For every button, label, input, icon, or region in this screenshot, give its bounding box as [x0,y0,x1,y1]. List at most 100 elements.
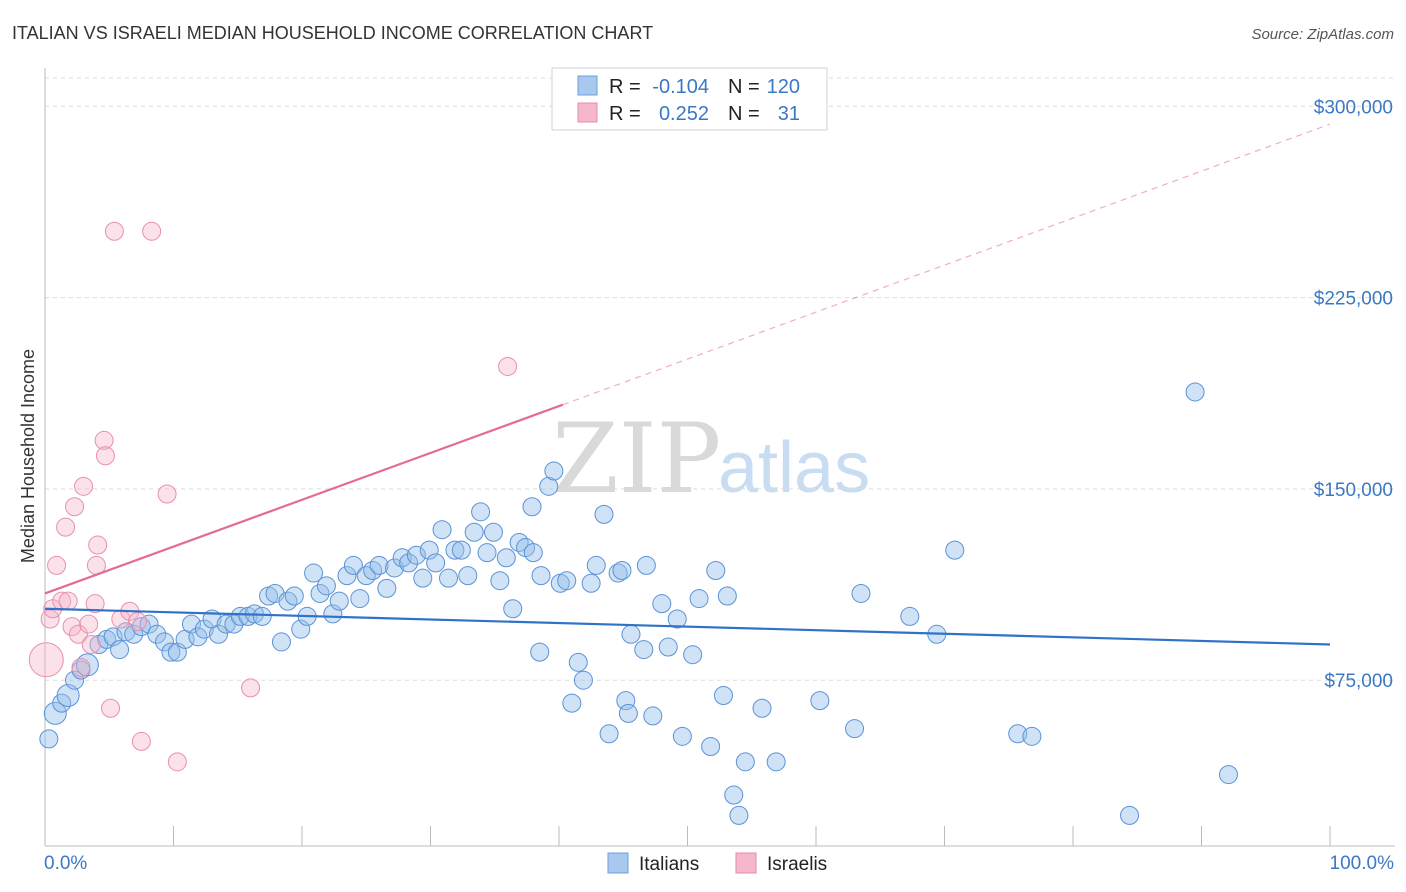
italians-trend-line [44,607,1331,646]
italian-point [39,729,59,749]
italian-point [147,624,167,644]
italian-point [406,545,426,565]
italian-point [689,589,709,609]
italian-point [1022,726,1042,746]
italian-point [385,558,405,578]
y-tick-label: $150,000 [1314,480,1393,501]
italian-point [194,619,214,639]
italian-point [477,543,497,563]
italian-point [667,609,687,629]
italian-point [188,627,208,647]
italian-point [350,589,370,609]
italian-point [557,571,577,591]
legend-r-label-italians: R = [609,76,641,98]
italian-point [616,691,636,711]
italian-point [419,540,439,560]
italian-point [181,614,201,634]
italian-point [337,566,357,586]
italian-point [531,566,551,586]
italian-point [323,604,343,624]
italian-point [945,540,965,560]
italian-point [845,719,865,739]
legend-r-value-italians: -0.104 [652,76,709,98]
israeli-point [28,642,64,678]
italian-point [310,583,330,603]
italian-point [523,543,543,563]
italian-point [445,540,465,560]
x-tick-label-min: 0.0% [44,853,87,874]
italian-point [304,563,324,583]
italian-point [377,578,397,598]
italian-point [56,684,80,708]
italian-point [573,670,593,690]
israelis-trend-extension [562,123,1331,406]
italian-point [1218,765,1238,785]
israeli-point [101,698,121,718]
italian-point [1185,382,1205,402]
israeli-point [85,594,105,614]
italian-point [252,606,272,626]
chart-title: ITALIAN VS ISRAELI MEDIAN HOUSEHOLD INCO… [12,23,653,43]
italian-point [562,693,582,713]
italian-point [131,617,151,637]
israeli-point [62,617,82,637]
italian-point [539,476,559,496]
italian-point [399,553,419,573]
israeli-point [74,476,94,496]
legend-n-label-italians: N = [728,76,760,98]
israeli-point [79,614,99,634]
israeli-point [167,752,187,772]
italian-point [752,698,772,718]
italian-point [735,752,755,772]
italian-point [139,614,159,634]
italian-point [717,586,737,606]
italian-point [451,540,471,560]
israeli-point [131,731,151,751]
italian-point [343,555,363,575]
italian-point [230,606,250,626]
italian-point [369,555,389,575]
y-tick-label: $75,000 [1324,671,1393,692]
italian-point [65,670,85,690]
italian-point [586,555,606,575]
italian-point [329,591,349,611]
series-legend-swatch-italians [607,852,629,874]
stats-legend-box [551,67,828,131]
source-label: Source: ZipAtlas.com [1251,26,1394,43]
italian-point [471,502,491,522]
israeli-point [56,517,76,537]
israeli-point [58,591,78,611]
italian-point [291,619,311,639]
italian-point [413,568,433,588]
trend-lines [44,123,1331,646]
israeli-point [157,484,177,504]
italian-point [75,653,99,677]
italian-point [636,555,656,575]
israeli-point [142,221,162,241]
italian-point [530,642,550,662]
italian-point [810,691,830,711]
italian-point [1120,805,1140,825]
israeli-point [128,612,148,632]
legend-n-value-israelis: 31 [778,103,800,125]
italian-point [208,624,228,644]
gridlines [45,77,1395,681]
israeli-point [65,497,85,517]
italian-point [316,576,336,596]
italian-point [426,553,446,573]
italian-point [278,591,298,611]
italian-point [110,640,130,660]
italian-point [271,632,291,652]
italian-point [356,566,376,586]
legend-r-value-israelis: 0.252 [659,103,709,125]
y-axis-label: Median Household Income [18,349,38,563]
italian-point [724,785,744,805]
legend-n-label-israelis: N = [728,103,760,125]
x-tick-marks [44,826,1331,846]
italian-point [1008,724,1028,744]
italian-point [729,805,749,825]
italian-point [652,594,672,614]
italian-point [634,640,654,660]
israeli-point [71,657,91,677]
